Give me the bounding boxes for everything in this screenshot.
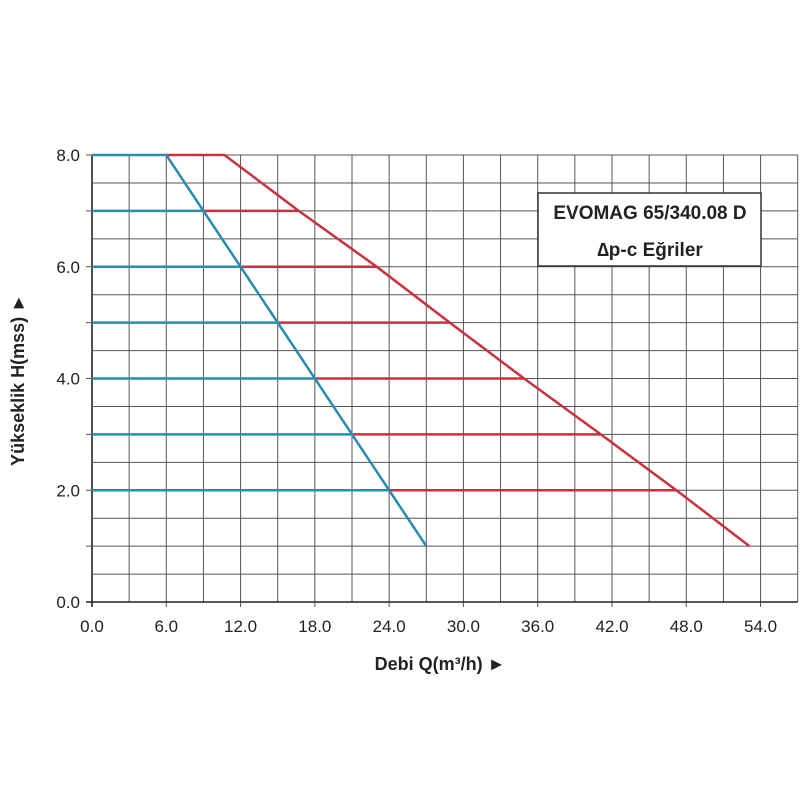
- y-tick-label: 6.0: [56, 258, 80, 277]
- x-tick-label: 18.0: [298, 617, 331, 636]
- chart-subtitle: ∆p-c Eğriler: [597, 240, 703, 261]
- min-curve-line: [92, 153, 428, 547]
- legend-box: EVOMAG 65/340.08 D ∆p-c Eğriler: [537, 192, 762, 267]
- y-tick-label: 2.0: [56, 481, 80, 500]
- x-tick-label: 0.0: [80, 617, 104, 636]
- y-axis-label: Yükseklik H(mss) ►: [8, 294, 28, 466]
- x-tick-label: 6.0: [154, 617, 178, 636]
- series-group: [92, 153, 751, 548]
- y-tick-label: 4.0: [56, 370, 80, 389]
- x-tick-label: 30.0: [447, 617, 480, 636]
- y-tick-label: 8.0: [56, 146, 80, 165]
- x-tick-label: 36.0: [521, 617, 554, 636]
- x-tick-label: 12.0: [224, 617, 257, 636]
- chart-title: EVOMAG 65/340.08 D: [553, 203, 746, 224]
- tick-labels: 0.0 6.0 12.0 18.0 24.0 30.0 36.0 42.0 48.0 54.0 0.…: [56, 146, 777, 636]
- x-tick-label: 48.0: [670, 617, 703, 636]
- x-tick-label: 42.0: [595, 617, 628, 636]
- x-tick-label: 24.0: [373, 617, 406, 636]
- x-tick-label: 54.0: [744, 617, 777, 636]
- max-curve-line: [166, 153, 751, 548]
- x-axis-label: Debi Q(m³/h) ►: [375, 654, 506, 674]
- y-tick-label: 0.0: [56, 593, 80, 612]
